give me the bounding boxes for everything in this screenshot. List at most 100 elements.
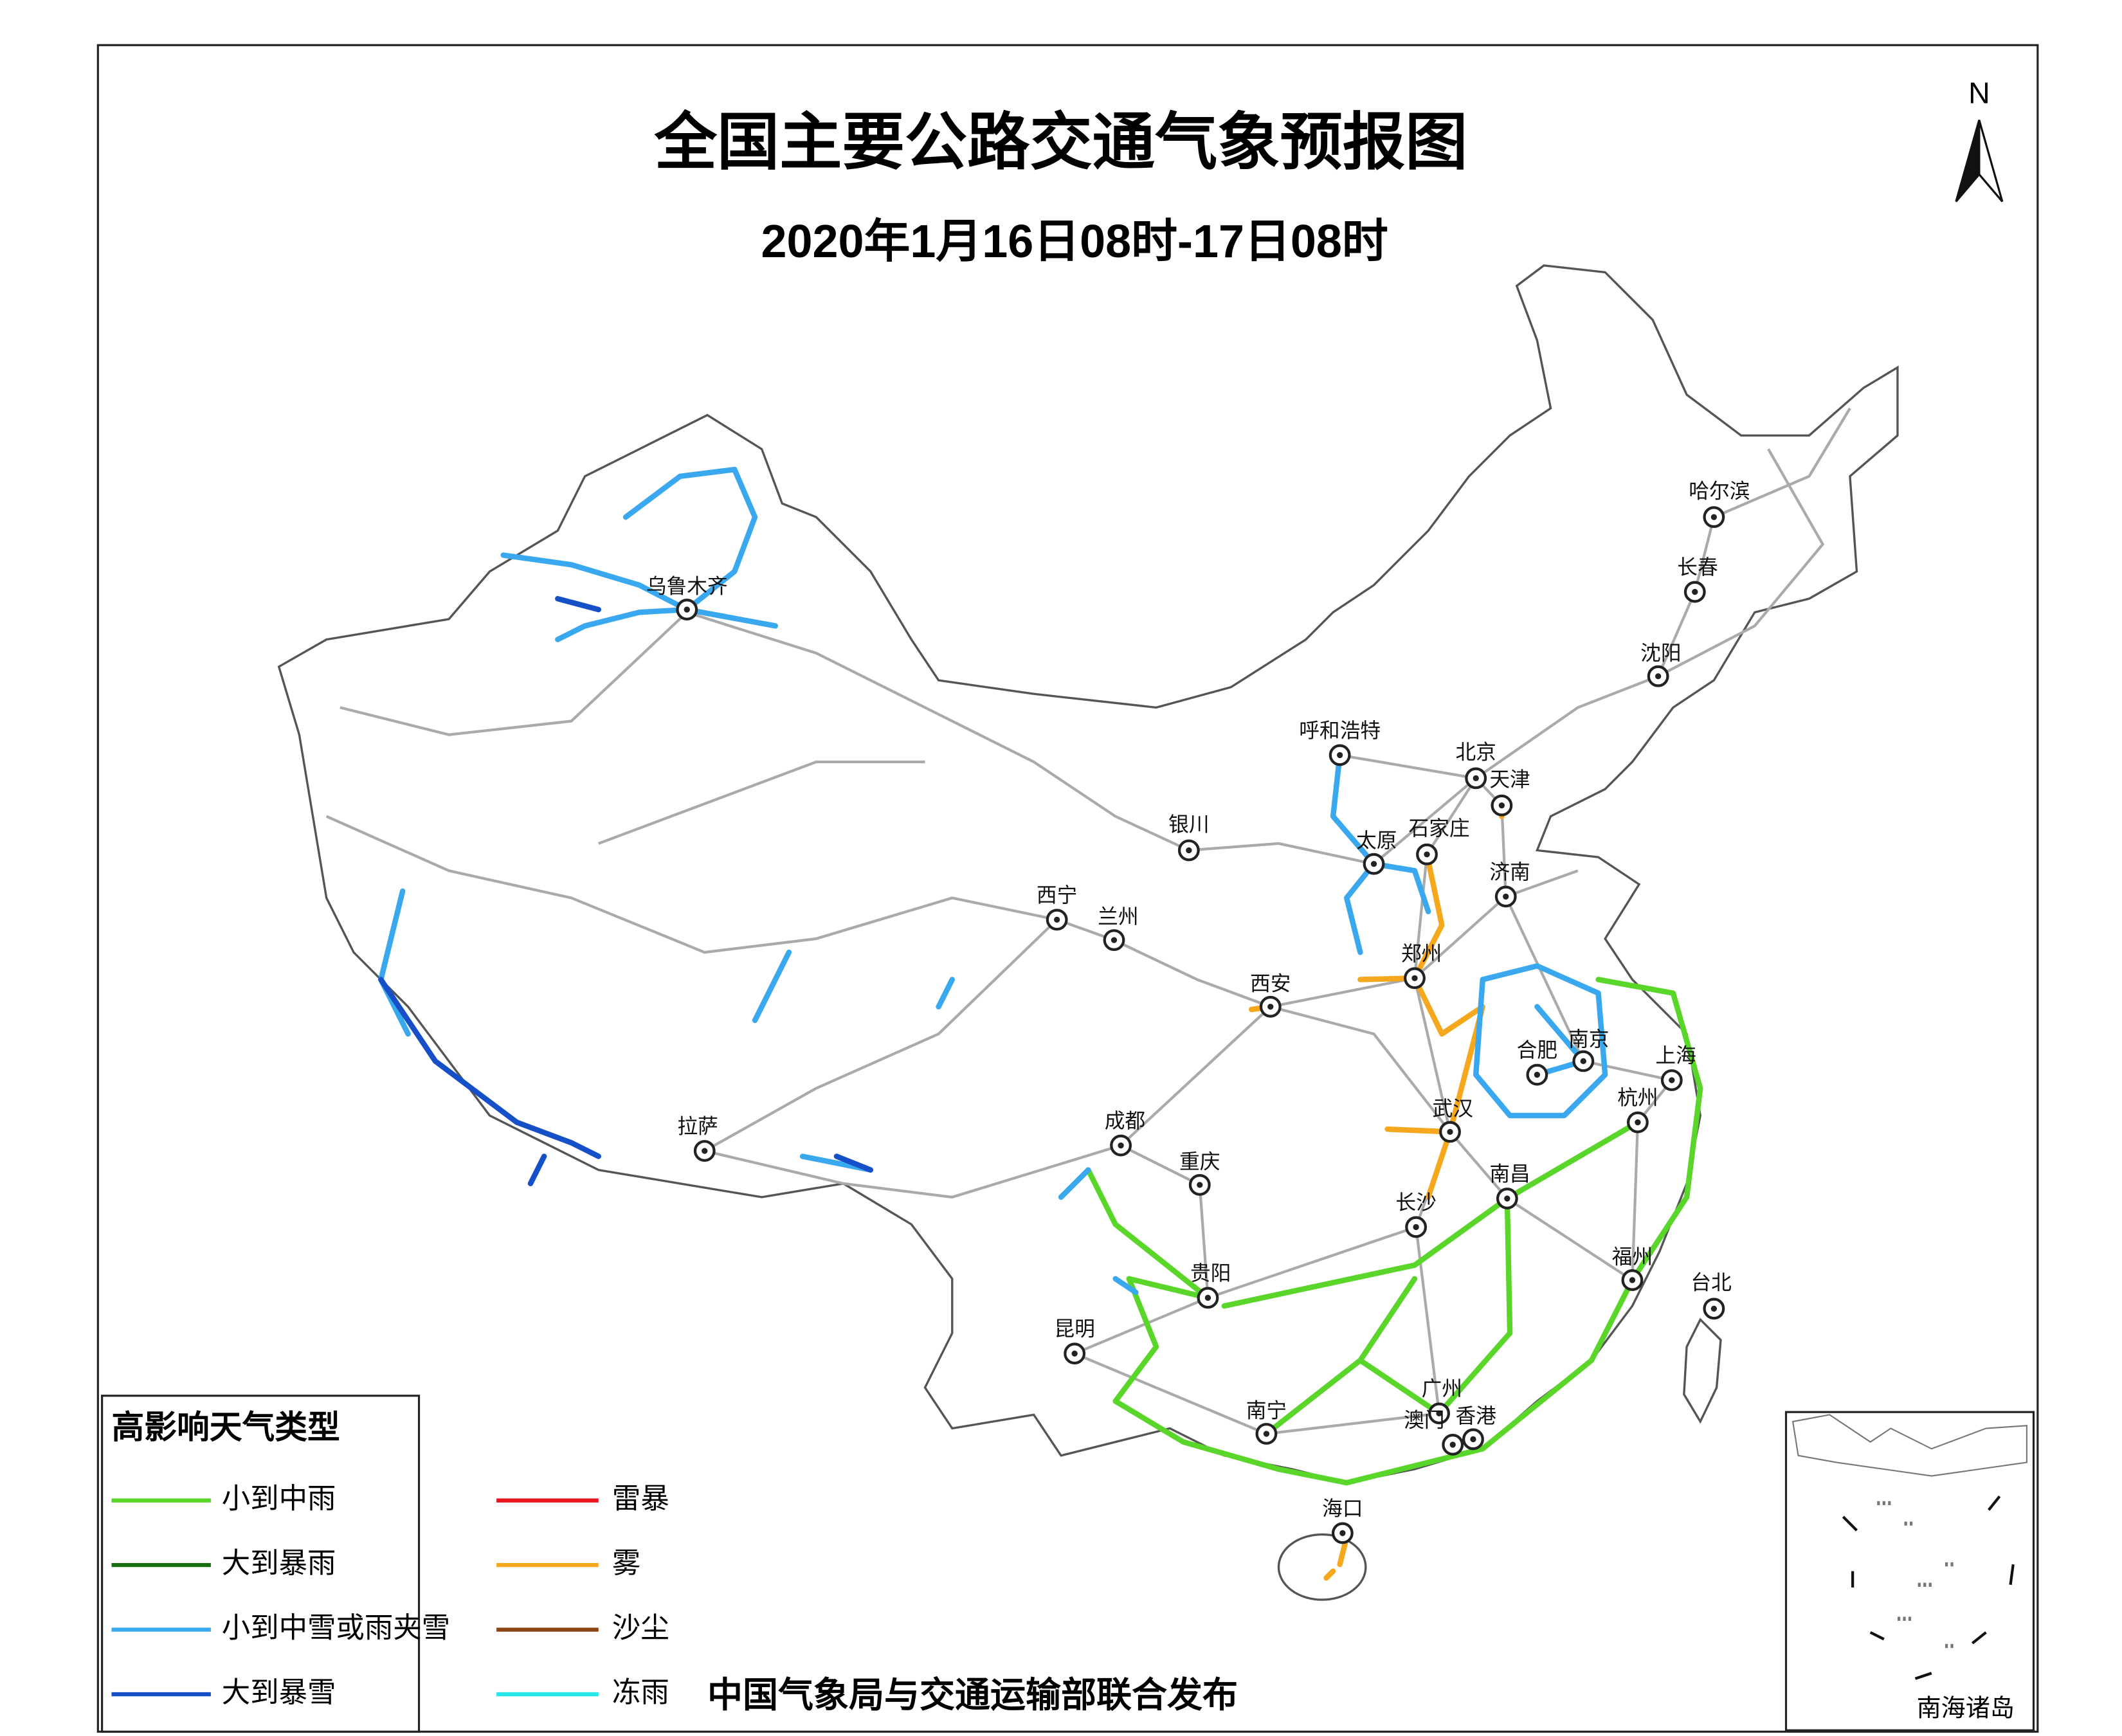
city-label: 重庆 — [1179, 1150, 1220, 1173]
city-label: 武汉 — [1433, 1097, 1473, 1120]
city-label: 海口 — [1322, 1497, 1363, 1520]
city-label: 贵阳 — [1190, 1261, 1231, 1285]
city-label: 合肥 — [1517, 1038, 1557, 1062]
city-dot — [1436, 1410, 1442, 1416]
city-dot — [1370, 861, 1377, 867]
road — [1713, 407, 1851, 519]
city-label: 澳门 — [1404, 1408, 1444, 1431]
hainan-island — [1277, 1533, 1367, 1601]
city-label: 天津 — [1489, 768, 1530, 791]
legend-label: 雷暴 — [612, 1483, 669, 1514]
city-label: 成都 — [1105, 1109, 1145, 1132]
legend-label: 小到中雪或雨夹雪 — [222, 1612, 450, 1643]
city-label: 杭州 — [1617, 1086, 1658, 1109]
weather-road — [500, 466, 778, 642]
city-dot — [1186, 847, 1192, 854]
legend-label: 大到暴雨 — [222, 1548, 336, 1579]
city-label: 济南 — [1489, 860, 1530, 883]
city-label: 长春 — [1677, 556, 1718, 579]
road — [1339, 754, 1507, 897]
inset-boundary-dashes — [1842, 1495, 2015, 1680]
city-label: 香港 — [1455, 1404, 1496, 1427]
city-label: 太原 — [1356, 829, 1397, 852]
city-label: 乌鲁木齐 — [646, 575, 728, 598]
footer: 中国气象局与交通运输部联合发布 — [707, 1675, 1238, 1715]
city-dot — [1263, 1431, 1270, 1437]
city-label: 哈尔滨 — [1689, 480, 1750, 503]
legend-label: 雾 — [612, 1548, 640, 1579]
city-dot — [1413, 1224, 1419, 1231]
city-label: 沈阳 — [1640, 641, 1681, 664]
city-label: 长沙 — [1395, 1191, 1436, 1214]
north-arrow-left — [1955, 120, 1981, 203]
road — [598, 760, 925, 845]
city-dot — [1071, 1350, 1078, 1357]
city-label: 福州 — [1612, 1245, 1653, 1268]
taiwan-island — [1683, 1317, 1722, 1424]
city-dot — [1503, 893, 1509, 900]
weather-roads — [378, 466, 1703, 1581]
city-label: 台北 — [1691, 1271, 1731, 1294]
city-label: 西安 — [1250, 972, 1291, 995]
city-dot — [1411, 975, 1418, 981]
city-label: 南昌 — [1489, 1162, 1530, 1185]
weather-road — [555, 595, 602, 613]
north-arrow: N — [1955, 77, 2004, 203]
city-dot — [1339, 1530, 1346, 1537]
legend-label: 沙尘 — [612, 1612, 669, 1643]
road — [1207, 1225, 1417, 1299]
city-dot — [1111, 937, 1118, 943]
city-dot — [702, 1148, 708, 1154]
city-label: 银川 — [1168, 813, 1209, 836]
city-label: 上海 — [1655, 1044, 1696, 1067]
city-label: 北京 — [1455, 741, 1496, 764]
weather-road — [378, 977, 874, 1186]
title: 全国主要公路交通气象预报图 — [654, 107, 1468, 177]
city-label: 拉萨 — [677, 1114, 718, 1137]
city-dot — [1629, 1277, 1636, 1283]
city-dot — [1197, 1182, 1203, 1188]
city-label: 广州 — [1422, 1377, 1462, 1400]
frame — [96, 44, 2039, 1733]
city-dot — [1337, 752, 1343, 759]
road — [703, 918, 1058, 1152]
city-dot — [1449, 1442, 1456, 1448]
city-label: 南宁 — [1246, 1399, 1287, 1422]
road — [1657, 448, 1825, 678]
city-label: 南京 — [1568, 1027, 1609, 1051]
city-dot — [1692, 588, 1698, 595]
city-dot — [1054, 916, 1060, 923]
city-dot — [1710, 1305, 1718, 1312]
road — [1413, 777, 1633, 1281]
city-dot — [1655, 673, 1662, 680]
legend-label: 冻雨 — [612, 1677, 669, 1708]
city-dot — [684, 606, 690, 613]
city-dot — [1504, 1195, 1510, 1202]
city-label: 兰州 — [1098, 905, 1138, 928]
city-label: 西宁 — [1037, 883, 1077, 907]
inset-islands — [1877, 1501, 1956, 1649]
city-dot — [1669, 1077, 1675, 1083]
city-label: 昆明 — [1054, 1317, 1094, 1341]
north-label: N — [1968, 77, 1990, 110]
city-dot — [1447, 1128, 1453, 1135]
legend-title: 高影响天气类型 — [111, 1409, 340, 1445]
legend-label: 大到暴雪 — [222, 1677, 336, 1708]
country-outline — [277, 264, 1899, 1484]
city-dot — [1580, 1058, 1586, 1065]
city-dot — [1710, 514, 1718, 520]
city-dot — [1267, 1004, 1274, 1010]
city-label: 呼和浩特 — [1299, 719, 1381, 742]
city-dot — [1473, 775, 1479, 782]
city-dot — [1534, 1071, 1541, 1078]
city-label: 石家庄 — [1408, 817, 1469, 840]
inset-label: 南海诸岛 — [1917, 1695, 2015, 1722]
city-dot — [1204, 1294, 1211, 1301]
weather-road — [1085, 977, 1703, 1486]
inset-map: 南海诸岛 — [1784, 1411, 2035, 1731]
road — [340, 516, 1716, 865]
